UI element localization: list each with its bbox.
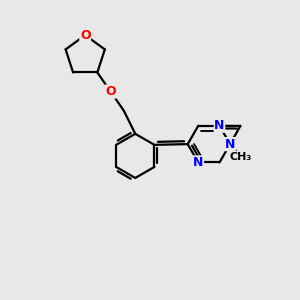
Text: O: O <box>80 29 91 42</box>
Text: CH₃: CH₃ <box>230 152 252 161</box>
Text: O: O <box>105 85 116 98</box>
Text: N: N <box>225 138 235 151</box>
Text: N: N <box>214 119 225 132</box>
Text: N: N <box>193 156 203 169</box>
